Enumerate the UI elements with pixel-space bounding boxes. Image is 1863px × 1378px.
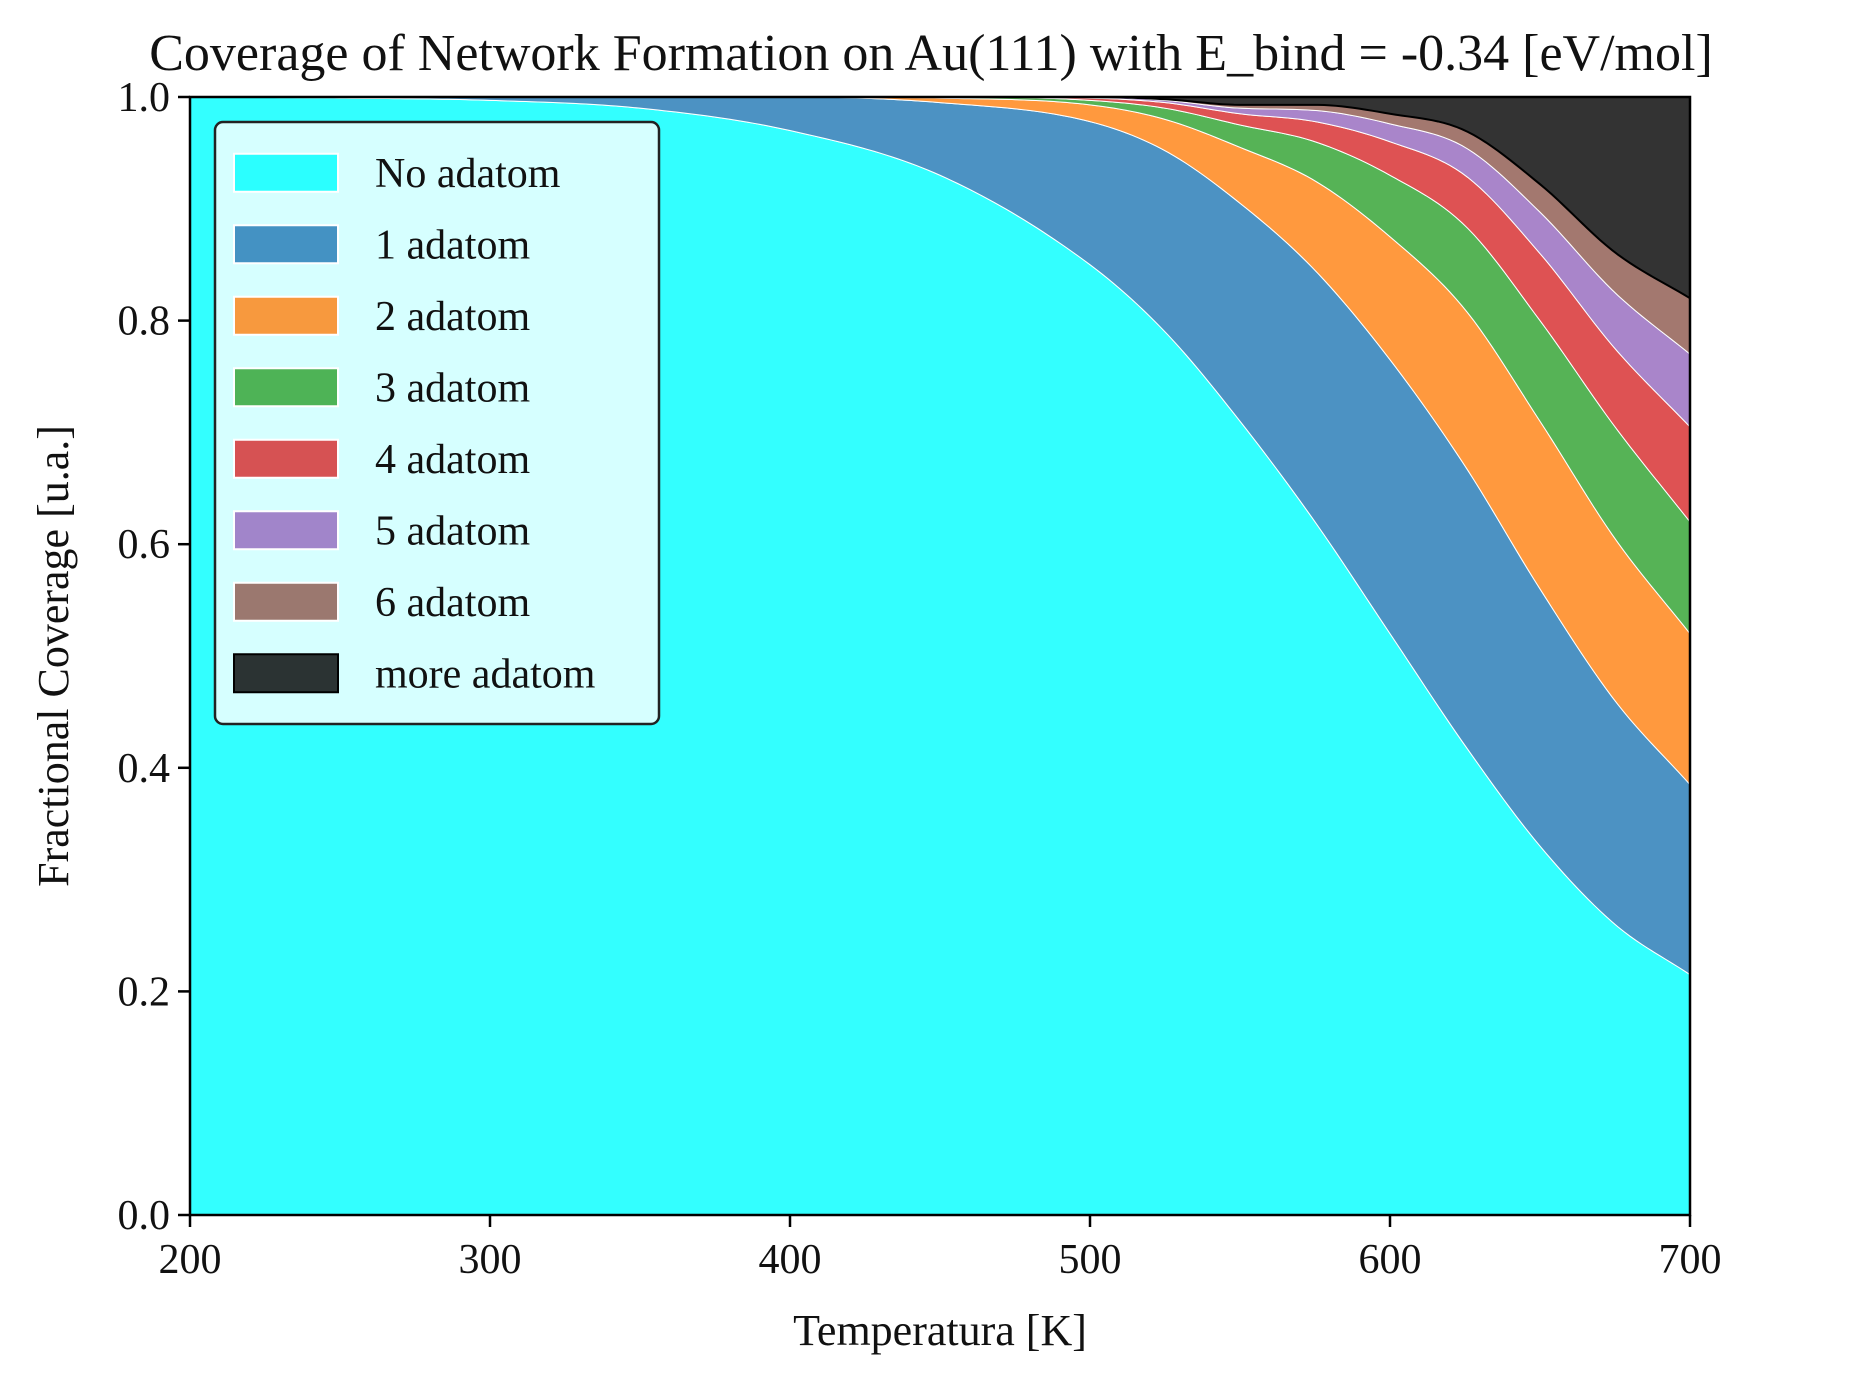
x-tick-label: 700	[1659, 1237, 1722, 1283]
chart-title: Coverage of Network Formation on Au(111)…	[149, 25, 1713, 82]
area-more-adatom	[190, 97, 1690, 300]
legend-swatch-6-adatom	[233, 581, 339, 622]
legend-label-1-adatom: 1 adatom	[375, 222, 530, 268]
legend-label-4-adatom: 4 adatom	[375, 437, 530, 483]
y-tick-label: 0.4	[118, 746, 171, 792]
legend-swatch-1-adatom	[233, 224, 339, 265]
y-tick-label: 1.0	[118, 75, 171, 121]
y-tick-label: 0.2	[118, 969, 171, 1015]
x-tick-label: 600	[1359, 1237, 1422, 1283]
x-tick-label: 500	[1059, 1237, 1122, 1283]
legend-swatch-more-adatom	[233, 653, 339, 694]
y-tick-label: 0.6	[118, 522, 171, 568]
legend-swatch-5-adatom	[233, 510, 339, 551]
y-axis: 0.0 0.2 0.4 0.6 0.8 1.0	[118, 75, 190, 1239]
legend-label-no-adatom: No adatom	[375, 151, 561, 197]
legend-label-6-adatom: 6 adatom	[375, 580, 530, 626]
y-tick-label: 0.0	[118, 1193, 171, 1239]
x-tick-label: 400	[759, 1237, 822, 1283]
legend-swatch-4-adatom	[233, 438, 339, 479]
x-tick-label: 200	[159, 1237, 222, 1283]
y-tick-label: 0.8	[118, 299, 171, 345]
plot-frame	[188, 95, 1692, 1217]
legend-label-3-adatom: 3 adatom	[375, 365, 530, 411]
x-axis: 200 300 400 500 600 700	[159, 1215, 1722, 1283]
legend-label-5-adatom: 5 adatom	[375, 508, 530, 554]
legend-label-more-adatom: more adatom	[375, 651, 596, 697]
legend-swatch-2-adatom	[233, 295, 339, 336]
x-axis-label: Temperatura [K]	[793, 1306, 1087, 1355]
legend-box	[213, 120, 661, 726]
x-tick-label: 300	[459, 1237, 522, 1283]
area-1-adatom	[190, 97, 1690, 976]
area-2-adatom	[190, 97, 1690, 786]
legend: No adatom 1 adatom 2 adatom 3 adatom 4 adato…	[213, 120, 661, 726]
legend-swatch-no-adatom	[233, 152, 339, 193]
y-axis-label: Fractional Coverage [u.a.]	[29, 425, 78, 887]
legend-label-2-adatom: 2 adatom	[375, 294, 530, 340]
legend-swatch-3-adatom	[233, 367, 339, 408]
